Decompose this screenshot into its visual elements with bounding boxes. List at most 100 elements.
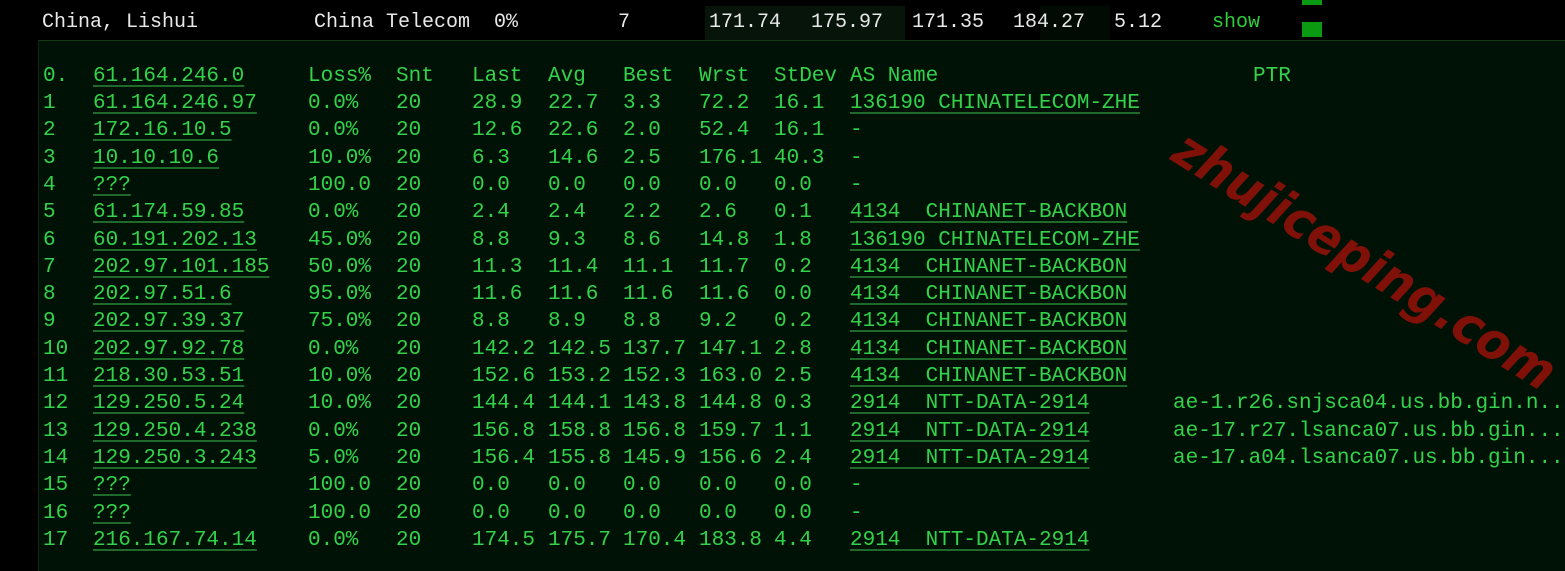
cell-hop: 4 xyxy=(43,173,56,197)
cell-host[interactable]: 218.30.53.51 xyxy=(93,365,245,388)
cell-loss: 5.0% xyxy=(308,446,359,470)
cell-as[interactable]: 4134 CHINANET-BACKBON xyxy=(850,337,1128,361)
cell-avg: 142.5 xyxy=(548,337,612,361)
cell-loss: 10.0% xyxy=(308,146,372,170)
cell-host[interactable]: 129.250.3.243 xyxy=(93,446,257,470)
cell-host[interactable]: 216.167.74.14 xyxy=(93,528,257,552)
summary-isp: China Telecom xyxy=(314,11,471,34)
cell-stdev: 4.4 xyxy=(774,528,812,552)
cell-best: 8.6 xyxy=(623,228,661,252)
cell-host[interactable]: ??? xyxy=(93,474,131,498)
cell-stdev: 0.2 xyxy=(774,310,812,334)
cell-loss: 45.0% xyxy=(308,228,372,252)
cell-wrst: 163.0 xyxy=(699,365,763,388)
cell-snt: 20 xyxy=(396,119,422,143)
watermark-logo: zhujiceping.com xyxy=(1161,119,1564,389)
cell-hop: 9 xyxy=(43,310,56,334)
cell-as[interactable]: 136190 CHINATELECOM-ZHE xyxy=(850,92,1140,115)
cell-stdev: 16.1 xyxy=(774,119,825,143)
summary-row: China, Lishui China Telecom 0% 7 171.74 … xyxy=(0,0,1565,40)
cell-last: 152.6 xyxy=(472,365,536,388)
cell-last: 0.0 xyxy=(472,501,510,525)
cell-as[interactable]: 2914 NTT-DATA-2914 xyxy=(850,419,1090,443)
cell-hop: 5 xyxy=(43,201,56,225)
cell-avg: 144.1 xyxy=(548,392,612,416)
cell-best: 137.7 xyxy=(623,337,687,361)
cell-host[interactable]: 60.191.202.13 xyxy=(93,228,257,252)
cell-loss: 0.0% xyxy=(308,92,359,115)
cell-avg: 158.8 xyxy=(548,419,612,443)
cell-avg: 11.4 xyxy=(548,255,599,279)
show-link[interactable]: show xyxy=(1212,11,1261,34)
cell-as[interactable]: 4134 CHINANET-BACKBON xyxy=(850,283,1128,307)
summary-avg: 175.97 xyxy=(811,11,884,34)
cell-host[interactable]: 10.10.10.6 xyxy=(93,146,220,170)
cell-wrst: 0.0 xyxy=(699,173,737,197)
cell-host[interactable]: ??? xyxy=(93,501,131,525)
cell-snt: 20 xyxy=(396,146,422,170)
cell-last: 144.4 xyxy=(472,392,536,416)
cell-hop: 7 xyxy=(43,255,56,279)
cell-as[interactable]: 4134 CHINANET-BACKBON xyxy=(850,255,1128,279)
cell-hop: 17 xyxy=(43,528,69,552)
cell-host[interactable]: 202.97.51.6 xyxy=(93,283,232,307)
cell-last: 6.3 xyxy=(472,146,510,170)
watermark-lettering: zhujiceping.com xyxy=(1161,119,1564,389)
cell-avg: 22.6 xyxy=(548,119,599,143)
cell-host[interactable]: ??? xyxy=(93,173,131,197)
cell-host[interactable]: 61.164.246.0 xyxy=(93,65,245,88)
cell-wrst: 52.4 xyxy=(699,119,750,143)
cell-as[interactable]: 4134 CHINANET-BACKBON xyxy=(850,365,1128,388)
cell-hop: 13 xyxy=(43,419,69,443)
cell-avg: 2.4 xyxy=(548,201,586,225)
cell-as: - xyxy=(850,501,863,525)
cell-snt: 20 xyxy=(396,419,422,443)
cell-host[interactable]: 61.174.59.85 xyxy=(93,201,245,225)
cell-last: 2.4 xyxy=(472,201,510,225)
cell-snt: 20 xyxy=(396,337,422,361)
cell-last: 156.4 xyxy=(472,446,536,470)
cell-snt: 20 xyxy=(396,173,422,197)
cell-loss: 0.0% xyxy=(308,419,359,443)
cell-hop: 11 xyxy=(43,365,69,388)
cell-as: - xyxy=(850,173,863,197)
cell-as[interactable]: 136190 CHINATELECOM-ZHE xyxy=(850,228,1140,252)
cell-loss: 10.0% xyxy=(308,392,372,416)
cell-as[interactable]: 4134 CHINANET-BACKBON xyxy=(850,310,1128,334)
cell-stdev: 1.8 xyxy=(774,228,812,252)
cell-best: 156.8 xyxy=(623,419,687,443)
cell-snt: 20 xyxy=(396,365,422,388)
cell-loss: 10.0% xyxy=(308,365,372,388)
cell-avg: 0.0 xyxy=(548,173,586,197)
cell-snt: 20 xyxy=(396,283,422,307)
cell-as[interactable]: 2914 NTT-DATA-2914 xyxy=(850,528,1090,552)
cell-as[interactable]: 2914 NTT-DATA-2914 xyxy=(850,392,1090,416)
cell-loss: 95.0% xyxy=(308,283,372,307)
cell-avg: 9.3 xyxy=(548,228,586,252)
cell-last: 142.2 xyxy=(472,337,536,361)
cell-host[interactable]: 129.250.5.24 xyxy=(93,392,245,416)
cell-host[interactable]: 202.97.101.185 xyxy=(93,255,270,279)
cell-last: 0.0 xyxy=(472,474,510,498)
cell-last: 0.0 xyxy=(472,173,510,197)
cell-last: 8.8 xyxy=(472,310,510,334)
cell-bg xyxy=(1040,6,1110,40)
cell-host[interactable]: 202.97.39.37 xyxy=(93,310,245,334)
cell-host[interactable]: 129.250.4.238 xyxy=(93,419,257,443)
cell-snt: 20 xyxy=(396,201,422,225)
summary-last: 171.74 xyxy=(709,11,782,34)
cell-as[interactable]: 2914 NTT-DATA-2914 xyxy=(850,446,1090,470)
cell-bg xyxy=(705,6,905,40)
cell-loss: 75.0% xyxy=(308,310,372,334)
cell-best: 11.6 xyxy=(623,283,674,307)
cell-host[interactable]: 202.97.92.78 xyxy=(93,337,245,361)
cell-host[interactable]: 61.164.246.97 xyxy=(93,92,257,115)
cell-hop: 3 xyxy=(43,146,56,170)
cell-best: 145.9 xyxy=(623,446,687,470)
cell-stdev: 1.1 xyxy=(774,419,812,443)
cell-stdev: 0.1 xyxy=(774,201,812,225)
cell-wrst: 0.0 xyxy=(699,474,737,498)
summary-hops: 7 xyxy=(618,11,631,34)
cell-host[interactable]: 172.16.10.5 xyxy=(93,119,232,143)
cell-as[interactable]: 4134 CHINANET-BACKBON xyxy=(850,201,1128,225)
